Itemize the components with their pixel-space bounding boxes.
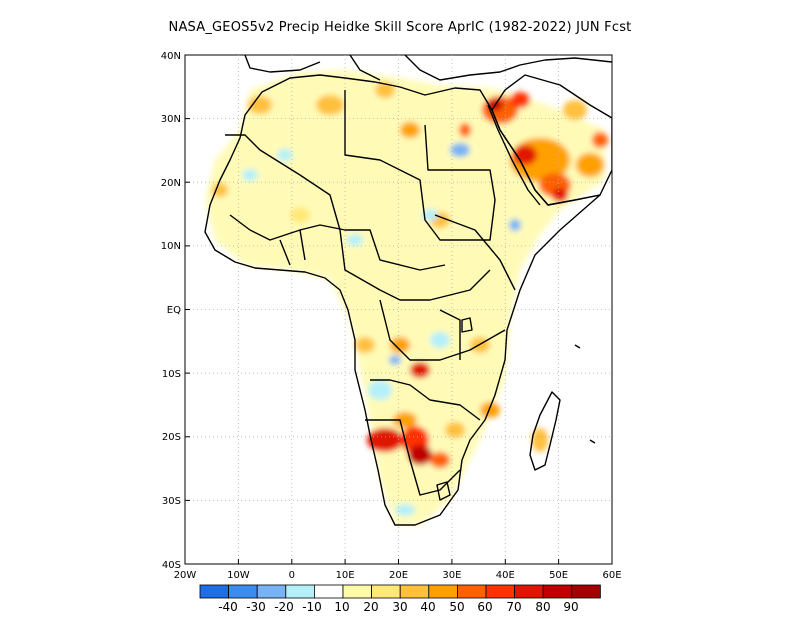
lat-label-40n: 40N [161,51,181,62]
colorbar-label: 40 [420,600,435,614]
colorbar-label: -10 [302,600,322,614]
colorbar-swatch [485,584,516,599]
lat-label-10s: 10S [162,369,181,380]
lon-label-60e: 60E [602,570,621,581]
coastlines [204,55,612,526]
colorbar-swatch [428,584,458,599]
colorbar-swatch [313,584,344,599]
lon-label-30e: 30E [442,570,461,581]
lon-label-20e: 20E [389,570,408,581]
lat-label-eq: EQ [167,305,181,316]
axis-ticks [185,118,560,564]
lat-label-30n: 30N [161,114,181,125]
colorbar-swatch [285,584,315,599]
colorbar-label: 60 [477,600,492,614]
lat-label-30s: 30S [162,496,181,507]
lon-label-10e: 10E [336,570,355,581]
lat-label-20n: 20N [161,178,181,189]
lon-label-0: 0 [289,570,295,581]
lon-label-10w: 10W [227,570,250,581]
colorbar-label: -20 [274,600,294,614]
colorbar-swatch [342,584,373,599]
colorbar-swatch [571,584,601,599]
map-title: NASA_GEOS5v2 Precip Heidke Skill Score A… [168,20,632,35]
colorbar-swatch [199,584,230,599]
lat-label-20s: 20S [162,432,181,443]
lat-label-10n: 10N [161,241,181,252]
colorbar-swatch [256,584,287,599]
colorbar-label: 90 [563,600,578,614]
colorbar-swatch [514,584,544,599]
colorbar-label: 10 [334,600,349,614]
colorbar-swatch [456,584,487,599]
lon-label-50e: 50E [549,570,568,581]
lon-label-20w: 20W [174,570,197,581]
colorbar [199,584,601,599]
colorbar-label: 30 [392,600,407,614]
lon-labels: 20W 10W 0 10E 20E 30E 40E 50E 60E [174,570,622,581]
colorbar-label: 50 [449,600,464,614]
colorbar-labels: -40 -30 -20 -10 10 20 30 40 50 60 70 80 … [218,600,578,614]
colorbar-label: -30 [246,600,266,614]
lat-labels: 40N 30N 20N 10N EQ 10S 20S 30S 40S [161,51,181,571]
lat-label-40s: 40S [162,560,181,571]
lon-label-40e: 40E [496,570,515,581]
colorbar-label: 70 [506,600,521,614]
colorbar-swatch [371,584,401,599]
colorbar-label: 20 [363,600,378,614]
colorbar-swatch [542,584,573,599]
colorbar-label: 80 [535,600,550,614]
colorbar-swatch [399,584,430,599]
colorbar-swatch [228,584,258,599]
colorbar-label: -40 [218,600,238,614]
